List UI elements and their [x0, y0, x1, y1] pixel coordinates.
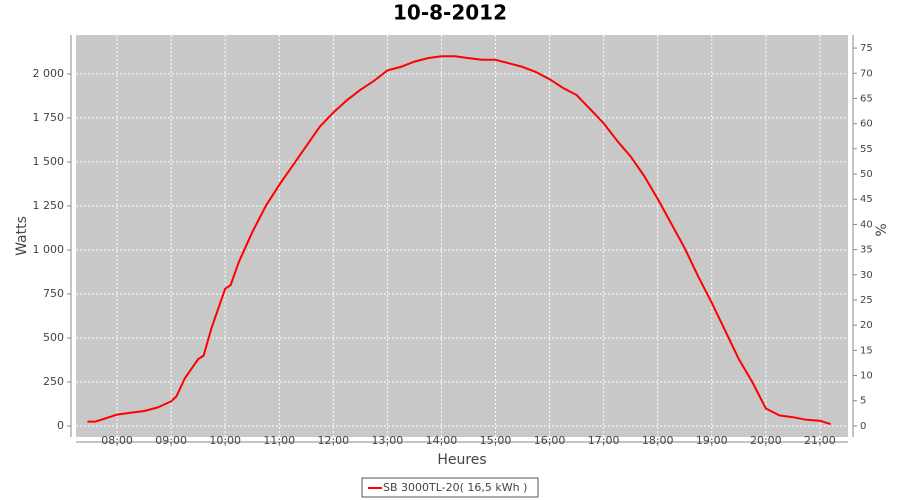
- x-tick-label: 17:00: [588, 434, 620, 447]
- x-axis-title: Heures: [437, 452, 486, 468]
- y2-tick-label: 55: [860, 144, 873, 155]
- x-tick-label: 09:00: [155, 434, 187, 447]
- x-tick-label: 11:00: [263, 434, 295, 447]
- y-tick-label: 1 500: [33, 155, 65, 168]
- x-tick-label: 13:00: [372, 434, 404, 447]
- y-tick-label: 2 000: [33, 67, 65, 80]
- y2-tick-label: 0: [860, 421, 866, 432]
- y-tick-label: 250: [43, 375, 64, 388]
- series-line: [87, 55, 832, 426]
- x-tick-label: 20:00: [750, 434, 782, 447]
- y2-axis-title: %: [874, 223, 890, 236]
- x-tick-label: 12:00: [317, 434, 349, 447]
- x-tick-label: 16:00: [534, 434, 566, 447]
- x-tick-label: 21:00: [804, 434, 836, 447]
- y2-tick-label: 20: [860, 320, 873, 331]
- x-tick-label: 14:00: [426, 434, 458, 447]
- y2-tick-label: 35: [860, 245, 873, 256]
- legend-box: [361, 477, 539, 498]
- y-axis-title: Watts: [14, 216, 30, 256]
- y2-tick-label: 25: [860, 295, 873, 306]
- plot-area: [76, 35, 848, 437]
- y2-tick-label: 75: [860, 43, 873, 54]
- x-tick-label: 08:00: [101, 434, 133, 447]
- y2-tick-label: 45: [860, 194, 873, 205]
- y2-tick-label: 40: [860, 219, 873, 230]
- chart-title: 10-8-2012: [393, 1, 507, 25]
- y-tick-label: 750: [43, 287, 64, 300]
- y2-tick-label: 70: [860, 68, 873, 79]
- x-tick-label: 19:00: [696, 434, 728, 447]
- y2-tick-label: 30: [860, 270, 873, 281]
- x-tick-label: 18:00: [642, 434, 674, 447]
- y2-tick-label: 15: [860, 345, 873, 356]
- y-tick-label: 1 000: [33, 243, 65, 256]
- y-tick-label: 1 750: [33, 111, 65, 124]
- legend-label: SB 3000TL-20( 16,5 kWh ): [383, 481, 527, 494]
- y2-tick-label: 10: [860, 371, 873, 382]
- y-tick-label: 1 250: [33, 199, 65, 212]
- legend: SB 3000TL-20( 16,5 kWh ): [361, 477, 539, 498]
- y2-tick-label: 60: [860, 119, 873, 130]
- y2-tick-label: 65: [860, 93, 873, 104]
- x-tick-label: 15:00: [480, 434, 512, 447]
- y-tick-label: 0: [57, 419, 64, 432]
- x-tick-label: 10:00: [209, 434, 241, 447]
- y2-tick-label: 5: [860, 396, 866, 407]
- y2-tick-label: 50: [860, 169, 873, 180]
- y-tick-label: 500: [43, 331, 64, 344]
